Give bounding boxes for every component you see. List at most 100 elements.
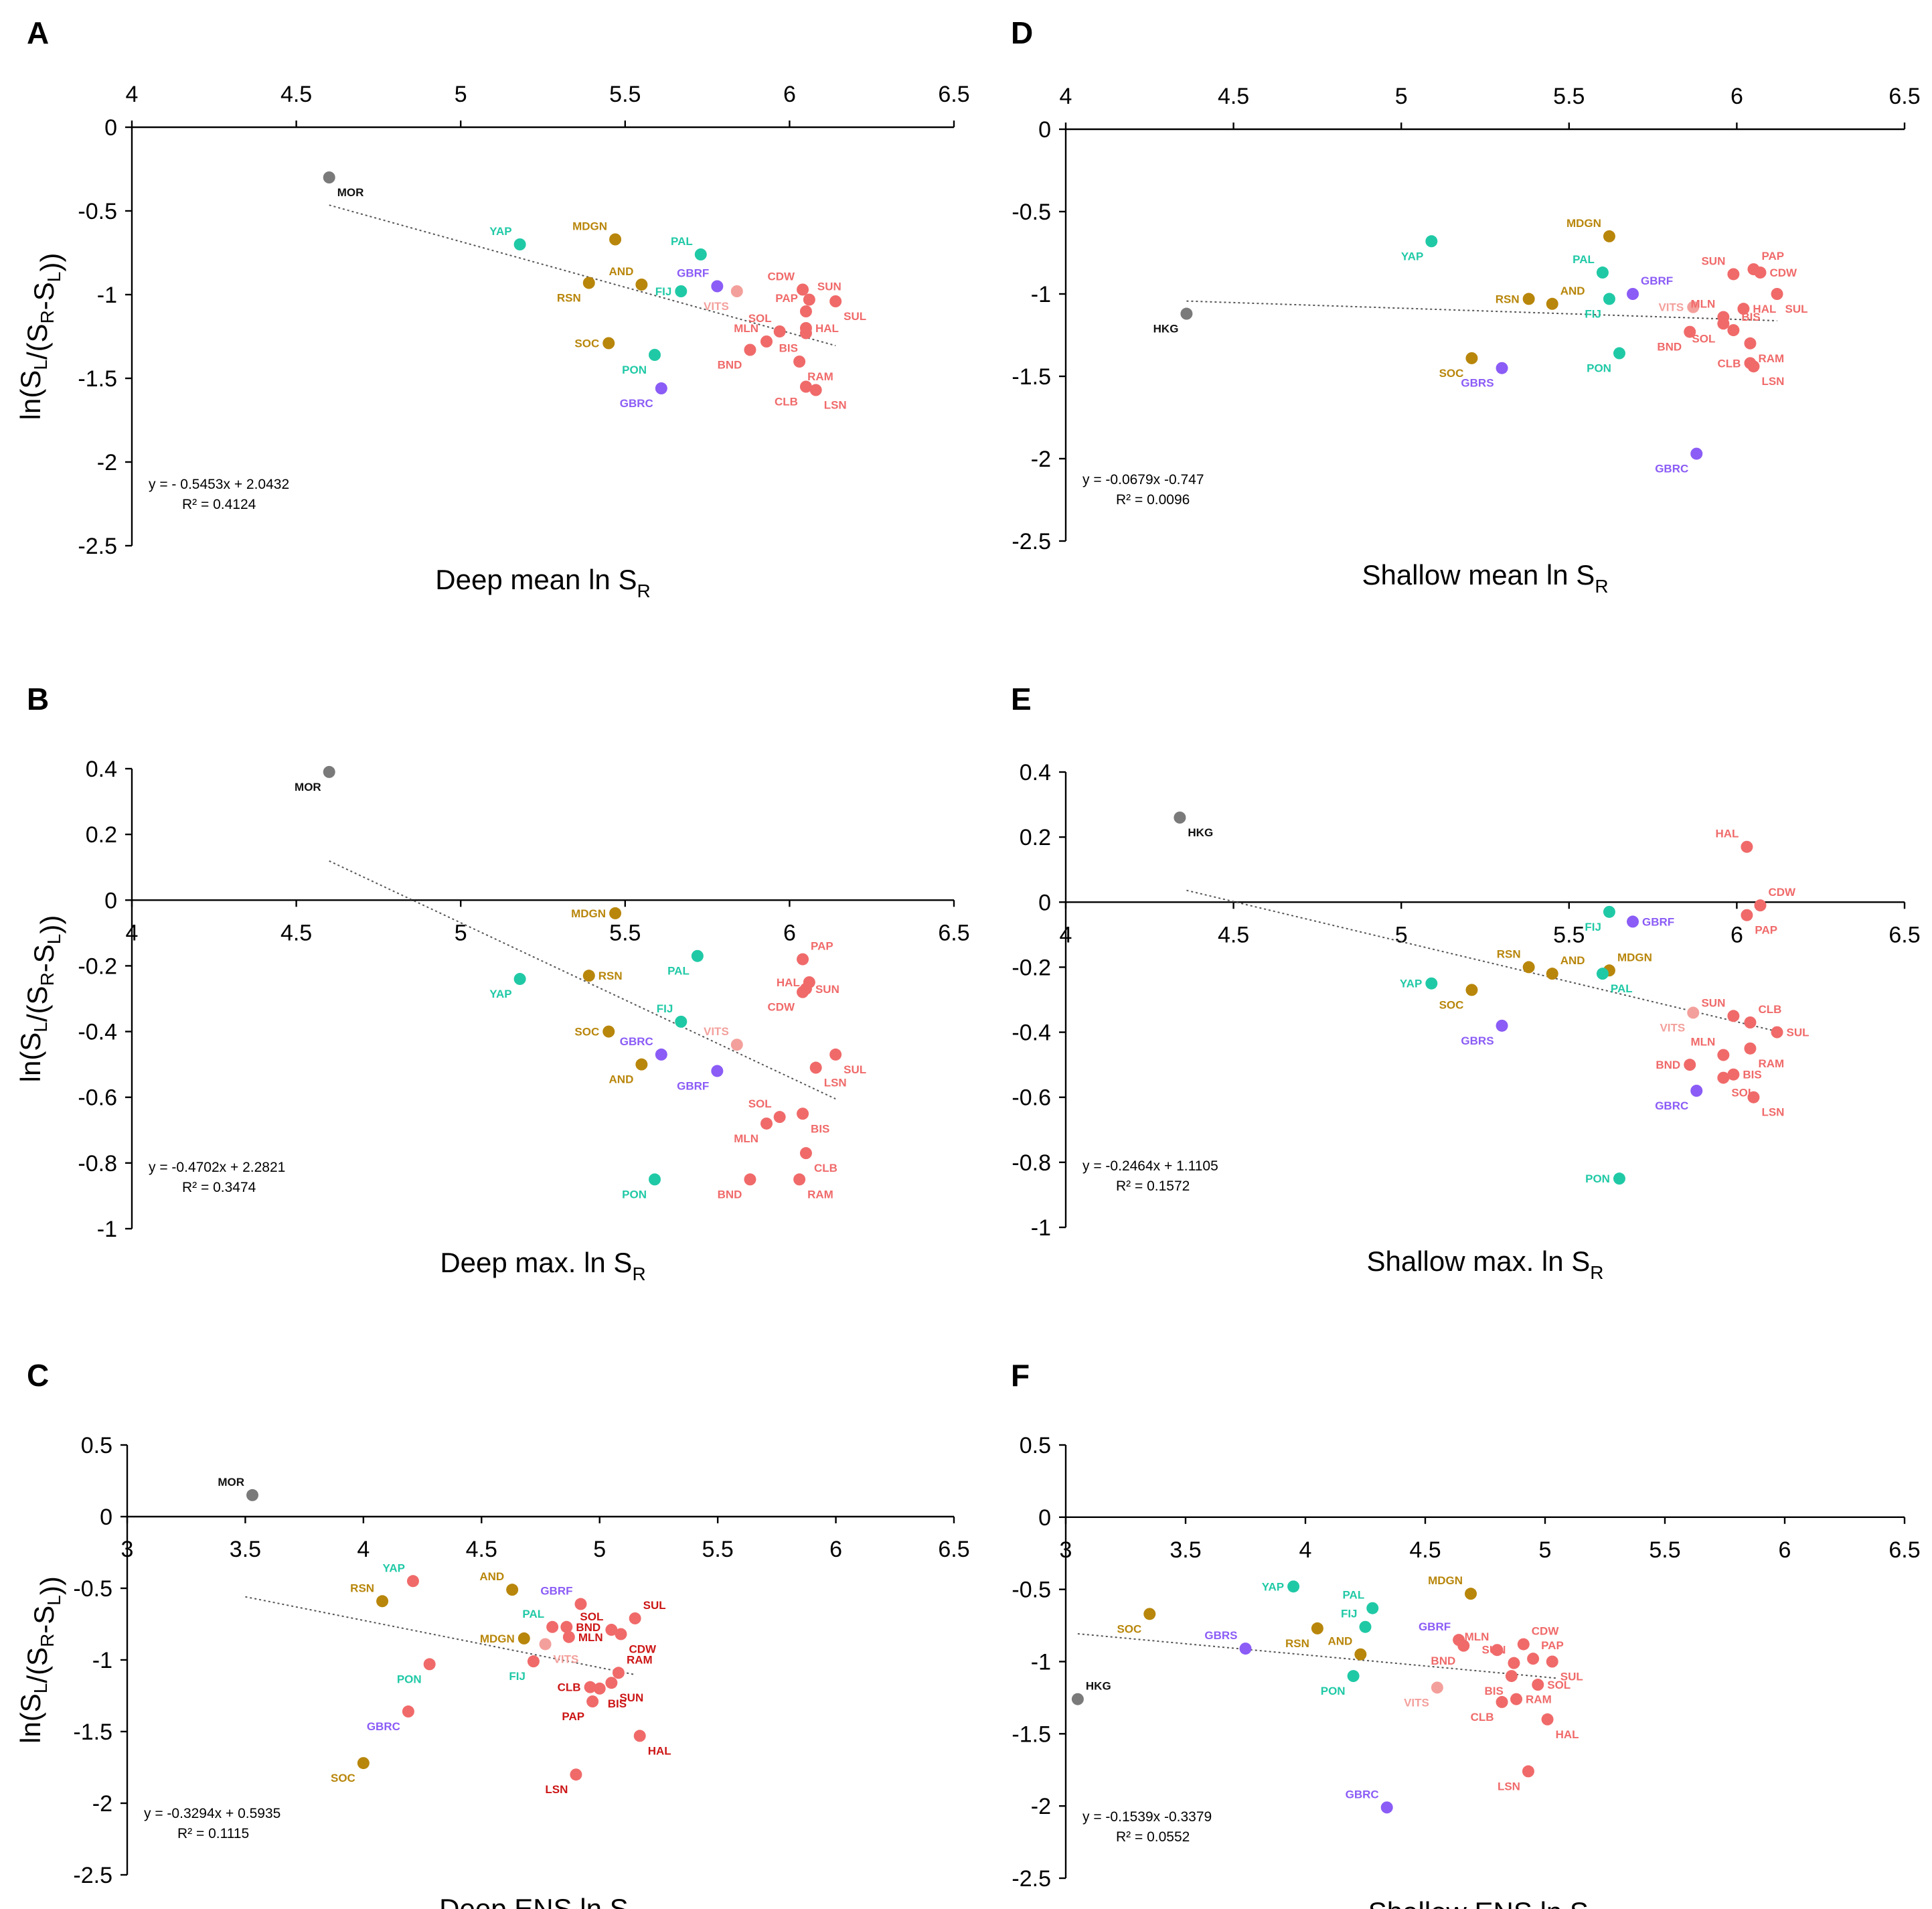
data-point-ram bbox=[1510, 1693, 1523, 1705]
point-label: HAL bbox=[1753, 303, 1776, 315]
point-label: FIJ bbox=[1341, 1608, 1358, 1620]
point-label: SOL bbox=[748, 312, 772, 325]
data-point-cdw bbox=[797, 283, 809, 296]
point-label: BIS bbox=[811, 1122, 829, 1135]
data-point-clb bbox=[584, 1681, 596, 1693]
data-point-and bbox=[1546, 968, 1558, 980]
data-point-pap bbox=[799, 305, 812, 317]
point-label: FIJ bbox=[657, 1002, 673, 1015]
trend-r-squared: R² = 0.0096 bbox=[1116, 492, 1190, 508]
data-point-mor bbox=[323, 765, 335, 778]
point-label: MDGN bbox=[1566, 217, 1601, 230]
point-label: HKG bbox=[1086, 1680, 1111, 1693]
data-point-lsn bbox=[809, 384, 822, 396]
y-tick-label: -1 bbox=[97, 283, 117, 308]
point-label: VITS bbox=[704, 300, 729, 313]
x-tick-label: 4.5 bbox=[280, 920, 312, 945]
point-label: FIJ bbox=[655, 285, 672, 298]
data-point-gbrc bbox=[655, 1048, 667, 1061]
y-tick-label: -1 bbox=[92, 1648, 112, 1673]
point-label: MOR bbox=[218, 1476, 244, 1488]
point-label: RSN bbox=[1497, 947, 1521, 960]
point-label: BND bbox=[718, 1188, 742, 1201]
data-point-vits bbox=[730, 1039, 743, 1051]
data-point-rsn bbox=[582, 970, 595, 982]
data-point-bnd bbox=[560, 1620, 573, 1633]
data-point-soc bbox=[1465, 352, 1478, 364]
data-point-and bbox=[1354, 1648, 1367, 1661]
data-point-pal bbox=[546, 1620, 559, 1633]
point-label: PAL bbox=[522, 1608, 544, 1620]
x-tick-label: 3 bbox=[121, 1537, 134, 1562]
y-tick-label: 0.5 bbox=[1020, 1433, 1051, 1458]
data-point-pal bbox=[691, 949, 704, 962]
data-point-yap bbox=[513, 238, 526, 250]
y-tick-label: -0.5 bbox=[1012, 200, 1051, 225]
data-point-gbrf bbox=[711, 1065, 724, 1077]
y-tick-label: 0.4 bbox=[86, 757, 117, 782]
point-label: MDGN bbox=[1617, 951, 1652, 964]
x-tick-label: 4 bbox=[1060, 84, 1072, 109]
y-tick-label: -1 bbox=[1031, 1650, 1051, 1675]
data-point-mdgn bbox=[1465, 1588, 1477, 1600]
x-tick-label: 4 bbox=[357, 1537, 370, 1562]
x-tick-label: 4.5 bbox=[1218, 84, 1249, 109]
point-label: GBRF bbox=[540, 1585, 572, 1598]
x-tick-label: 4 bbox=[126, 82, 139, 107]
trend-r-squared: R² = 0.4124 bbox=[182, 497, 256, 512]
data-point-cdw bbox=[1517, 1638, 1530, 1651]
data-point-bis bbox=[593, 1682, 606, 1695]
data-point-pon bbox=[1613, 347, 1625, 360]
point-label: SUN bbox=[619, 1691, 643, 1704]
data-point-gbrf bbox=[1627, 288, 1639, 300]
data-point-mln bbox=[562, 1630, 575, 1643]
y-tick-label: -0.8 bbox=[78, 1151, 117, 1176]
point-label: AND bbox=[1560, 954, 1585, 967]
point-label: GBRC bbox=[1346, 1788, 1379, 1801]
point-label: RAM bbox=[807, 370, 833, 383]
data-point-sun bbox=[605, 1677, 618, 1689]
data-point-fij bbox=[527, 1655, 540, 1668]
point-label: SOC bbox=[1439, 998, 1464, 1011]
panel-letter: F bbox=[1011, 1358, 1030, 1393]
data-point-soc bbox=[1465, 984, 1478, 996]
x-axis-label: Deep mean ln SR bbox=[435, 564, 650, 601]
data-point-gbrc bbox=[655, 382, 667, 394]
point-label: SUL bbox=[843, 310, 866, 323]
point-label: SUN bbox=[1482, 1644, 1506, 1657]
point-label: VITS bbox=[554, 1653, 579, 1665]
point-label: RSN bbox=[350, 1582, 374, 1594]
x-tick-label: 6 bbox=[783, 82, 796, 107]
y-tick-label: -0.4 bbox=[78, 1020, 117, 1045]
data-point-lsn bbox=[1747, 360, 1760, 373]
point-label: YAP bbox=[1262, 1580, 1284, 1593]
point-label: LSN bbox=[1498, 1780, 1520, 1792]
point-label: PON bbox=[1585, 1172, 1610, 1185]
point-label: BIS bbox=[1485, 1685, 1504, 1697]
point-label: GBRC bbox=[620, 1035, 653, 1048]
point-label: PAL bbox=[671, 235, 693, 248]
point-label: PON bbox=[1321, 1685, 1346, 1697]
point-label: RAM bbox=[807, 1188, 833, 1201]
panel-a: A 0 -0.5 -1 -1.5 -2 -2.5 4 4.5 5 5.5 6 6.5 Deep mean … bbox=[15, 15, 970, 601]
data-point-pon bbox=[649, 1173, 661, 1186]
data-point-bnd bbox=[744, 1173, 756, 1186]
data-point-ram bbox=[793, 1173, 806, 1186]
x-tick-label: 4.5 bbox=[466, 1537, 497, 1562]
data-point-yap bbox=[1287, 1580, 1300, 1593]
panel-e: E 0.4 0.2 0 -0.2 -0.4 -0.6 -0.8 -1 4 4.5 5 5.5 6 6.5 Sh… bbox=[1011, 682, 1921, 1283]
y-tick-label: -1.5 bbox=[78, 366, 117, 392]
x-tick-label: 4.5 bbox=[1409, 1537, 1441, 1563]
x-axis-label: Deep ENS ln SR bbox=[439, 1893, 642, 1909]
y-tick-label: 0 bbox=[100, 1505, 112, 1530]
point-label: PAP bbox=[811, 940, 833, 953]
point-label: AND bbox=[1560, 285, 1585, 297]
point-label: CDW bbox=[1769, 266, 1797, 279]
point-label: SOC bbox=[331, 1772, 355, 1784]
panel-d: D 0 -0.5 -1 -1.5 -2 -2.5 4 4.5 5 5.5 6 6.5 Shallow me… bbox=[1011, 15, 1921, 597]
point-label: MDGN bbox=[571, 907, 606, 920]
data-point-pap bbox=[797, 953, 809, 966]
point-label: BIS bbox=[1743, 1069, 1761, 1081]
point-label: CLB bbox=[814, 1162, 837, 1174]
point-label: GBRS bbox=[1461, 1035, 1494, 1047]
